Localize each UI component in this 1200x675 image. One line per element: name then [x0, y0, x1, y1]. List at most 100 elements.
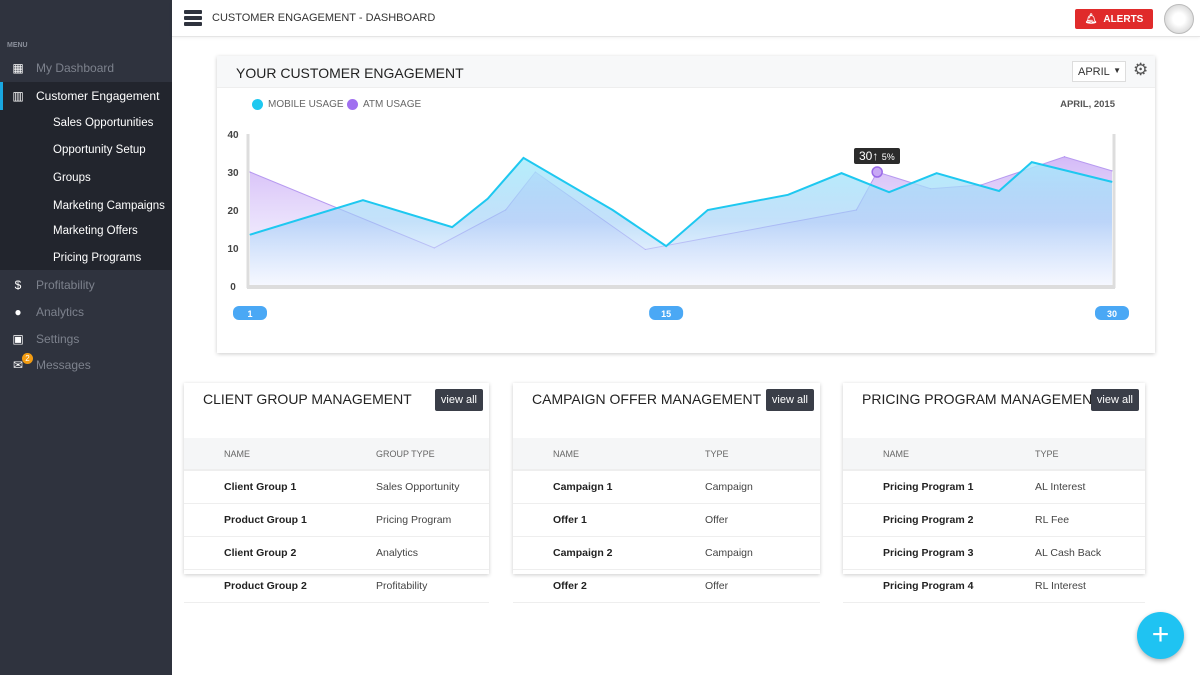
gear-icon[interactable]: ⚙: [1133, 60, 1149, 79]
x-tick-pill: [649, 306, 684, 320]
engagement-card: YOUR CUSTOMER ENGAGEMENT APRIL ▼ ⚙ MOBILE…: [217, 56, 1155, 353]
sidebar-item-profitability[interactable]: $ Profitability: [0, 271, 172, 298]
subitem-groups[interactable]: Groups: [53, 172, 91, 184]
sidebar-item-customer-engagement[interactable]: ▥ Customer Engagement: [0, 82, 172, 110]
subitem-marketing-campaigns[interactable]: Marketing Campaigns: [53, 200, 165, 212]
cell-name: Offer 2: [553, 580, 587, 592]
area-mobile: [250, 157, 1112, 286]
column-header: GROUP TYPE: [376, 448, 435, 459]
subitem-marketing-offers[interactable]: Marketing Offers: [53, 225, 138, 237]
x-tick-label: 1: [247, 309, 252, 319]
cell-name: Campaign 2: [553, 547, 613, 559]
legend-dot: [252, 99, 263, 110]
cell-name: Campaign 1: [553, 481, 613, 493]
dollar-icon: $: [14, 277, 22, 292]
column-header: NAME: [883, 448, 910, 459]
data-point: [1063, 156, 1065, 158]
table-header: NAME GROUP TYPE: [184, 438, 489, 471]
data-point: [707, 209, 709, 211]
dashboard-icon: ▦: [12, 60, 24, 75]
table-card: CLIENT GROUP MANAGEMENT view all NAME GRO…: [184, 383, 489, 603]
table-row[interactable]: Pricing Program 4 RL Interest: [843, 570, 1145, 603]
legend-dot: [347, 99, 358, 110]
alerts-button[interactable]: 🔔︎ ALERTS: [1075, 9, 1153, 29]
cell-name: Offer 1: [553, 514, 587, 526]
sidebar-item-my-dashboard[interactable]: ▦ My Dashboard: [0, 54, 172, 81]
cell-name: Client Group 2: [224, 547, 297, 559]
data-point: [1111, 170, 1113, 172]
y-tick-label: 30: [227, 168, 239, 179]
avatar[interactable]: [1164, 4, 1194, 34]
x-tick-pill: [1095, 306, 1129, 320]
table-row[interactable]: Campaign 2 Campaign: [513, 537, 820, 570]
table-row[interactable]: Pricing Program 3 AL Cash Back: [843, 537, 1145, 570]
data-point: [249, 234, 251, 236]
column-header: NAME: [553, 448, 580, 459]
settings-icon: ▣: [12, 331, 24, 346]
cell-type: Campaign: [705, 481, 753, 493]
cell-name: Pricing Program 3: [883, 547, 974, 559]
cell-name: Product Group 1: [224, 514, 307, 526]
data-point: [841, 172, 843, 174]
highlight-point: [871, 166, 883, 178]
subitem-pricing-programs[interactable]: Pricing Programs: [53, 252, 142, 264]
data-point: [249, 171, 251, 173]
sidebar-item-messages[interactable]: ✉ Messages: [0, 351, 172, 378]
month-select[interactable]: APRIL ▼: [1072, 61, 1126, 82]
cell-type: Campaign: [705, 547, 753, 559]
table-row[interactable]: Pricing Program 2 RL Fee: [843, 504, 1145, 537]
cell-name: Pricing Program 2: [883, 514, 974, 526]
table-row[interactable]: Pricing Program 1 AL Interest: [843, 471, 1145, 504]
view-all-button[interactable]: view all: [434, 389, 483, 411]
engagement-chart: 0 10 20 30 40 1 15 30: [227, 130, 1129, 320]
table-header: NAME TYPE: [843, 438, 1145, 471]
view-all-button[interactable]: view all: [765, 389, 814, 411]
data-point: [487, 198, 489, 200]
cell-type: Offer: [705, 580, 729, 592]
cell-name: Product Group 2: [224, 580, 307, 592]
table-row[interactable]: Product Group 2 Profitability: [184, 570, 489, 603]
table-row[interactable]: Campaign 1 Campaign: [513, 471, 820, 504]
cell-name: Client Group 1: [224, 481, 297, 493]
add-button[interactable]: +: [1137, 612, 1184, 659]
caret-down-icon: ▼: [1113, 66, 1121, 75]
engagement-title: YOUR CUSTOMER ENGAGEMENT: [236, 65, 464, 81]
legend-atm: ATM USAGE: [347, 99, 421, 110]
table-card: PRICING PROGRAM MANAGEMENT view all NAME…: [843, 383, 1145, 603]
view-all-button[interactable]: view all: [1090, 389, 1139, 411]
building-icon: ▥: [12, 89, 24, 103]
table-row[interactable]: Offer 1 Offer: [513, 504, 820, 537]
date-label: APRIL, 2015: [1060, 99, 1115, 110]
cell-type: AL Interest: [1035, 481, 1086, 493]
sidebar-item-analytics[interactable]: ● Analytics: [0, 298, 172, 325]
messages-badge: 2: [22, 353, 33, 364]
x-tick-label: 15: [661, 309, 671, 319]
cell-type: AL Cash Back: [1035, 547, 1102, 559]
legend-mobile: MOBILE USAGE: [252, 99, 344, 110]
cell-type: RL Interest: [1035, 580, 1086, 592]
column-header: TYPE: [705, 448, 729, 459]
cell-type: Pricing Program: [376, 514, 452, 526]
data-point: [1111, 181, 1113, 183]
table-row[interactable]: Client Group 1 Sales Opportunity: [184, 471, 489, 504]
data-point: [1031, 161, 1033, 163]
table-header: NAME TYPE: [513, 438, 820, 471]
top-header: CUSTOMER ENGAGEMENT - DASHBOARD 🔔︎ ALERTS: [172, 0, 1200, 37]
table-row[interactable]: Offer 2 Offer: [513, 570, 820, 603]
menu-icon[interactable]: [184, 10, 202, 26]
subitem-sales-opportunities[interactable]: Sales Opportunities: [53, 117, 154, 129]
analytics-icon: ●: [14, 304, 22, 319]
x-tick-label: 30: [1107, 309, 1117, 319]
subitem-opportunity-setup[interactable]: Opportunity Setup: [53, 144, 146, 156]
table-row[interactable]: Client Group 2 Analytics: [184, 537, 489, 570]
table-row[interactable]: Product Group 1 Pricing Program: [184, 504, 489, 537]
sidebar-item-settings[interactable]: ▣ Settings: [0, 325, 172, 352]
table-title: CAMPAIGN OFFER MANAGEMENT: [532, 391, 762, 407]
arrow-up-icon: ↑: [872, 149, 879, 163]
page-title: CUSTOMER ENGAGEMENT - DASHBOARD: [212, 12, 436, 24]
submenu: Sales Opportunities Opportunity Setup Gr…: [0, 110, 172, 270]
table-card: CAMPAIGN OFFER MANAGEMENT view all NAME T…: [513, 383, 820, 603]
mail-icon: ✉: [12, 357, 24, 372]
cell-name: Pricing Program 1: [883, 481, 974, 493]
data-point: [451, 226, 453, 228]
